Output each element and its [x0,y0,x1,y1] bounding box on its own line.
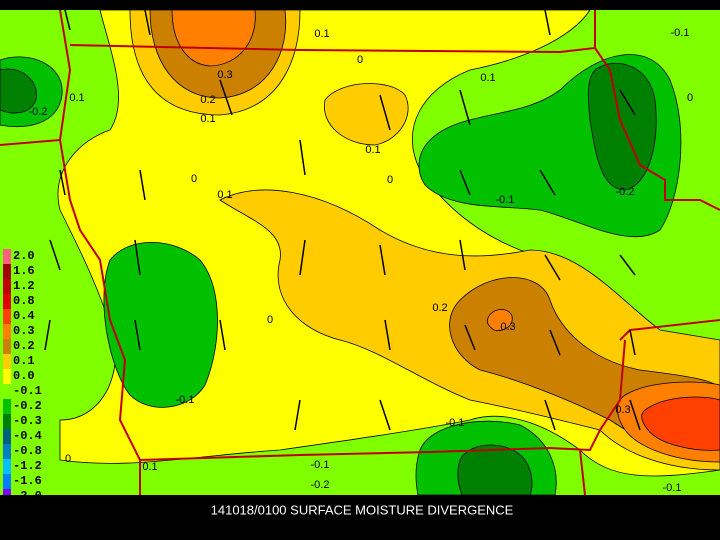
legend-swatch [3,459,11,474]
legend-label: -0.2 [13,399,42,413]
zone-green [103,242,218,408]
legend-swatch [3,429,11,444]
contour-label: 0 [267,314,273,326]
contour-label: 0 [387,174,393,186]
contour-label: 0.3 [217,69,232,81]
contour-label: -0.1 [446,417,465,429]
legend-swatch [3,324,11,339]
legend-label: -1.2 [13,459,42,473]
contour-label: -0.2 [311,479,330,491]
contour-label: 0.1 [314,28,329,40]
footer-title: 141018/0100 SURFACE MOISTURE DIVERGENCE [211,502,514,517]
legend-label: -1.6 [13,474,42,488]
contour-label: 0 [687,92,693,104]
legend-label: 0.4 [13,309,35,323]
zone-orange [171,9,256,67]
contour-label: 0.2 [200,94,215,106]
legend-label: -0.3 [13,414,42,428]
legend-label: 0.8 [13,294,35,308]
contour-label: -0.1 [663,482,682,494]
legend-swatch [3,399,11,414]
wind-barb [44,9,641,431]
legend-label: 1.2 [13,279,35,293]
legend-swatch [3,309,11,324]
state-border [69,10,596,54]
contour-label: -0.2 [29,106,48,118]
contour-label: 0.2 [432,302,447,314]
contour-label: 0 [65,453,71,465]
contour-label: -0.1 [496,194,515,206]
legend: 2.01.61.20.80.40.30.20.10.0-0.1-0.2-0.3-… [3,249,42,504]
legend-swatch [3,264,11,279]
state-border [594,47,720,211]
footer-bar [0,495,720,540]
contour-label: 0 [357,54,363,66]
wind-barbs [44,9,641,431]
legend-label: -0.1 [13,384,42,398]
state-border [0,139,61,146]
contour-label: 0.1 [200,113,215,125]
contour-label: -0.2 [616,186,635,198]
legend-label: 0.3 [13,324,35,338]
legend-swatch [3,294,11,309]
contour-label: -0.1 [176,394,195,406]
state-border [579,449,586,496]
zone-darkgreen [0,68,37,114]
zone-darkgreen [457,444,533,496]
contour-label: 0.1 [480,72,495,84]
legend-swatch [3,279,11,294]
contour-label: 0.1 [69,92,84,104]
legend-swatch [3,369,11,384]
contour-label: 0.1 [217,189,232,201]
legend-swatch [3,384,11,399]
legend-swatch [3,354,11,369]
legend-label: -0.4 [13,429,42,443]
field [0,9,720,496]
legend-label: -0.8 [13,444,42,458]
contour-label: 0.1 [142,461,157,473]
legend-swatch [3,444,11,459]
contour-label: 0.1 [365,144,380,156]
contour-label: 0 [191,173,197,185]
legend-label: 0.1 [13,354,35,368]
contour-label: -0.1 [311,459,330,471]
state-border [58,9,141,495]
legend-label: 2.0 [13,249,35,263]
legend-label: 1.6 [13,264,35,278]
legend-swatch [3,249,11,264]
legend-swatch [3,339,11,354]
zone-red [641,396,720,451]
state-border [139,339,626,461]
legend-swatch [3,414,11,429]
legend-label: 0.0 [13,369,35,383]
contour-label: 0.3 [500,321,515,333]
zone-orange [486,309,513,331]
contour-label: -0.1 [671,27,690,39]
zone-gold [323,83,409,146]
contour-labels: 0.1 0 0.1 -0.1 0 0.3 0.2 0.1 -0.2 0.1 0.1 0 0.1 0 -0.1… [29,27,694,494]
legend-swatch [3,474,11,489]
contour-label: 0.3 [615,404,630,416]
legend-label: 0.2 [13,339,35,353]
